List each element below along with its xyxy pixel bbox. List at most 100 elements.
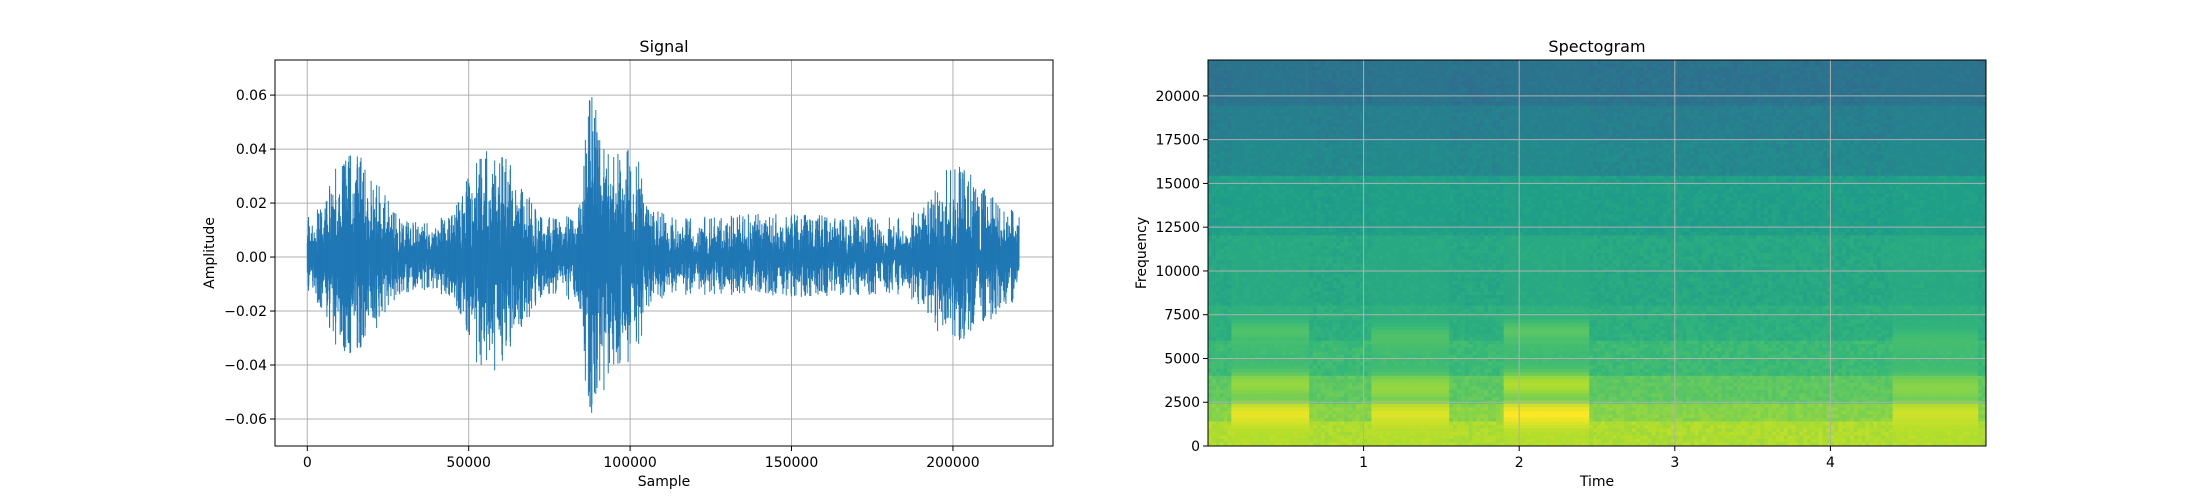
spectrogram-cell	[1488, 112, 1493, 117]
spectrogram-cell	[1682, 133, 1688, 138]
spectrogram-cell	[1363, 95, 1369, 100]
spectrogram-cell	[1239, 126, 1244, 131]
spectrogram-cell	[1488, 63, 1493, 68]
spectrogram-cell	[1281, 95, 1287, 100]
spectrogram-cell	[1888, 63, 1894, 68]
spectrogram-cell	[1410, 77, 1415, 82]
spectrogram-cell	[1970, 133, 1975, 138]
spectrogram-cell	[1947, 126, 1952, 131]
spectrogram-cell	[1309, 81, 1314, 86]
spectrogram-cell	[1340, 130, 1345, 135]
spectrogram-cell	[1262, 123, 1267, 128]
spectrogram-cell	[1313, 95, 1318, 100]
spectrogram-cell	[1604, 130, 1610, 135]
spectrogram-cell	[1480, 116, 1485, 121]
spectrogram-cell	[1351, 126, 1357, 131]
spectrogram-cell	[1651, 123, 1656, 128]
spectrogram-cell	[1597, 60, 1602, 65]
spectrogram-cell	[1877, 109, 1882, 114]
spectrogram-cell	[1472, 81, 1478, 86]
spectrogram-cell	[1215, 105, 1221, 110]
spectrogram-cell	[1974, 133, 1979, 138]
spectrogram-cell	[1737, 67, 1742, 72]
spectrogram-cell	[1810, 130, 1816, 135]
spectrogram-cell	[1958, 105, 1964, 110]
spectrogram-cell	[1912, 60, 1917, 65]
spectrogram-cell	[1460, 123, 1466, 128]
spectrogram-cell	[1795, 77, 1800, 82]
spectrogram-cell	[1772, 112, 1777, 117]
spectrogram-cell	[1231, 60, 1236, 65]
spectrogram-cell	[1313, 70, 1318, 75]
spectrogram-cell	[1919, 63, 1925, 68]
spectrogram-cell	[1869, 63, 1874, 68]
spectrogram-cell	[1597, 109, 1602, 114]
spectrogram-cell	[1554, 95, 1559, 100]
spectrogram-cell	[1511, 130, 1516, 135]
spectrogram-cell	[1729, 95, 1734, 100]
spectrogram-cell	[1702, 126, 1707, 131]
spectrogram-cell	[1849, 77, 1855, 82]
spectrogram-cell	[1927, 91, 1933, 96]
spectrogram-cell	[1678, 140, 1684, 145]
spectrogram-cell	[1219, 63, 1225, 68]
spectrogram-cell	[1845, 84, 1851, 89]
spectrogram-cell	[1803, 63, 1808, 68]
spectrogram-cell	[1674, 91, 1680, 96]
spectrogram-cell	[1246, 88, 1252, 93]
spectrogram-cell	[1581, 77, 1586, 82]
spectrogram-cell	[1678, 119, 1684, 124]
spectrogram-cell	[1523, 123, 1528, 128]
spectrogram-cell	[1589, 67, 1594, 72]
spectrogram-cell	[1853, 98, 1859, 103]
spectrogram-cell	[1456, 112, 1462, 117]
spectrogram-cell	[1484, 130, 1489, 135]
spectrogram-cell	[1721, 116, 1726, 121]
spectrogram-cell	[1737, 84, 1742, 89]
spectrogram-cell	[1573, 116, 1579, 121]
spectrogram-cell	[1243, 133, 1248, 138]
spectrogram-cell	[1721, 119, 1726, 124]
spectrogram-cell	[1873, 130, 1878, 135]
spectrogram-cell	[1698, 105, 1703, 110]
spectrogram-cell	[1289, 119, 1295, 124]
spectrogram-cell	[1495, 60, 1501, 65]
spectrogram-cell	[1779, 126, 1785, 131]
spectrogram-cell	[1725, 77, 1730, 82]
spectrogram-cell	[1884, 130, 1890, 135]
spectrogram-cell	[1791, 67, 1796, 72]
spectrogram-cell	[1655, 105, 1660, 110]
spectrogram-cell	[1873, 88, 1878, 93]
spectrogram-cell	[1418, 112, 1423, 117]
spectrogram-cell	[1235, 130, 1240, 135]
spectrogram-cell	[1694, 91, 1699, 96]
spectrogram-cell	[1923, 105, 1929, 110]
spectrogram-cell	[1659, 105, 1664, 110]
spectrogram-cell	[1359, 95, 1365, 100]
spectrogram-cell	[1503, 116, 1509, 121]
spectrogram-cell	[1616, 109, 1621, 114]
spectrogram-cell	[1604, 63, 1610, 68]
spectrogram-cell	[1258, 140, 1264, 145]
spectrogram-cell	[1363, 98, 1369, 103]
spectrogram-cell	[1884, 116, 1890, 121]
spectrogram-cell	[1982, 74, 1986, 79]
spectrogram-cell	[1297, 95, 1302, 100]
spectrogram-cell	[1624, 112, 1629, 117]
spectrogram-cell	[1733, 105, 1738, 110]
spectrogram-cell	[1849, 81, 1855, 86]
spectrogram-cell	[1923, 88, 1929, 93]
spectrogram-cell	[1402, 140, 1407, 145]
spectrogram-cell	[1923, 74, 1929, 79]
spectrogram-cell	[1884, 112, 1890, 117]
spectrogram-cell	[1616, 98, 1621, 103]
spectrogram-cell	[1892, 67, 1898, 72]
spectrogram-cell	[1344, 102, 1349, 107]
spectrogram-cell	[1908, 133, 1913, 138]
spectrogram-cell	[1305, 91, 1310, 96]
spectrogram-cell	[1705, 88, 1711, 93]
spectrogram-cell	[1647, 84, 1653, 89]
spectrogram-cell	[1698, 98, 1703, 103]
spectrogram-cell	[1418, 88, 1423, 93]
spectrogram-cell	[1348, 77, 1353, 82]
